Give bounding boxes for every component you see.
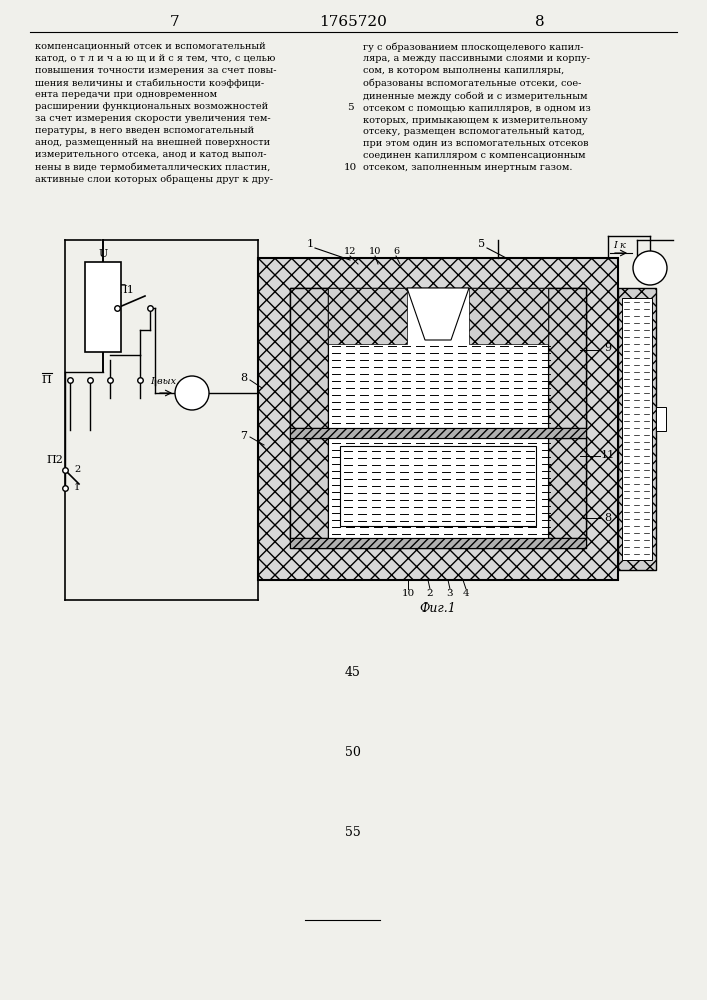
Text: U: U [98,249,107,259]
Text: 7: 7 [170,15,180,29]
Bar [618,288,656,570]
Bar [258,258,618,580]
Text: mA: mA [185,389,199,397]
Bar [290,538,586,548]
Bar [656,407,666,431]
Text: 2: 2 [74,466,81,475]
Text: +: + [93,273,103,286]
Text: —: — [115,279,126,289]
Text: компенсационный отсек и вспомогательный
катод, о т л и ч а ю щ и й с я тем, что,: компенсационный отсек и вспомогательный … [35,42,276,184]
Text: 1: 1 [74,484,81,492]
Text: Фиг.1: Фиг.1 [420,601,457,614]
Circle shape [175,376,209,410]
Text: гу с образованием плоскощелевого капил-
ляра, а между пассивными слоями и корпу-: гу с образованием плоскощелевого капил- … [363,42,591,172]
Text: 45: 45 [345,666,361,678]
Text: 2: 2 [427,589,433,598]
Text: mA: mA [643,264,657,272]
Text: 55: 55 [345,826,361,838]
Bar [85,262,121,352]
Text: 7: 7 [240,431,247,441]
Text: 5: 5 [346,103,354,111]
Text: 12: 12 [344,247,356,256]
Bar [328,438,548,538]
Bar [290,288,586,548]
Bar [290,288,328,428]
Text: 1765720: 1765720 [319,15,387,29]
Text: 50: 50 [345,746,361,758]
Text: 10: 10 [402,589,414,598]
Text: 8: 8 [240,373,247,383]
Text: 3: 3 [447,589,453,598]
Text: 11: 11 [601,450,615,460]
Text: I вых.: I вых. [150,376,180,385]
Text: 8: 8 [604,513,612,523]
Bar [290,428,586,438]
Text: 4: 4 [462,589,469,598]
Text: П2: П2 [46,455,63,465]
Bar [328,288,407,344]
Text: П: П [41,375,51,385]
Text: 5: 5 [479,239,486,249]
Bar [548,438,586,538]
Text: 1: 1 [306,239,314,249]
Text: I к: I к [614,241,626,250]
Text: 10: 10 [369,247,381,256]
Text: 9: 9 [604,343,612,353]
Bar [622,298,652,560]
Text: 8: 8 [535,15,545,29]
Text: П1: П1 [117,285,134,295]
Bar [290,438,328,538]
Bar [548,288,586,428]
Circle shape [633,251,667,285]
Polygon shape [407,288,469,340]
Text: 10: 10 [344,162,356,172]
Bar [469,288,548,344]
Text: 6: 6 [393,247,399,256]
Bar [340,446,536,526]
Bar [328,288,548,428]
